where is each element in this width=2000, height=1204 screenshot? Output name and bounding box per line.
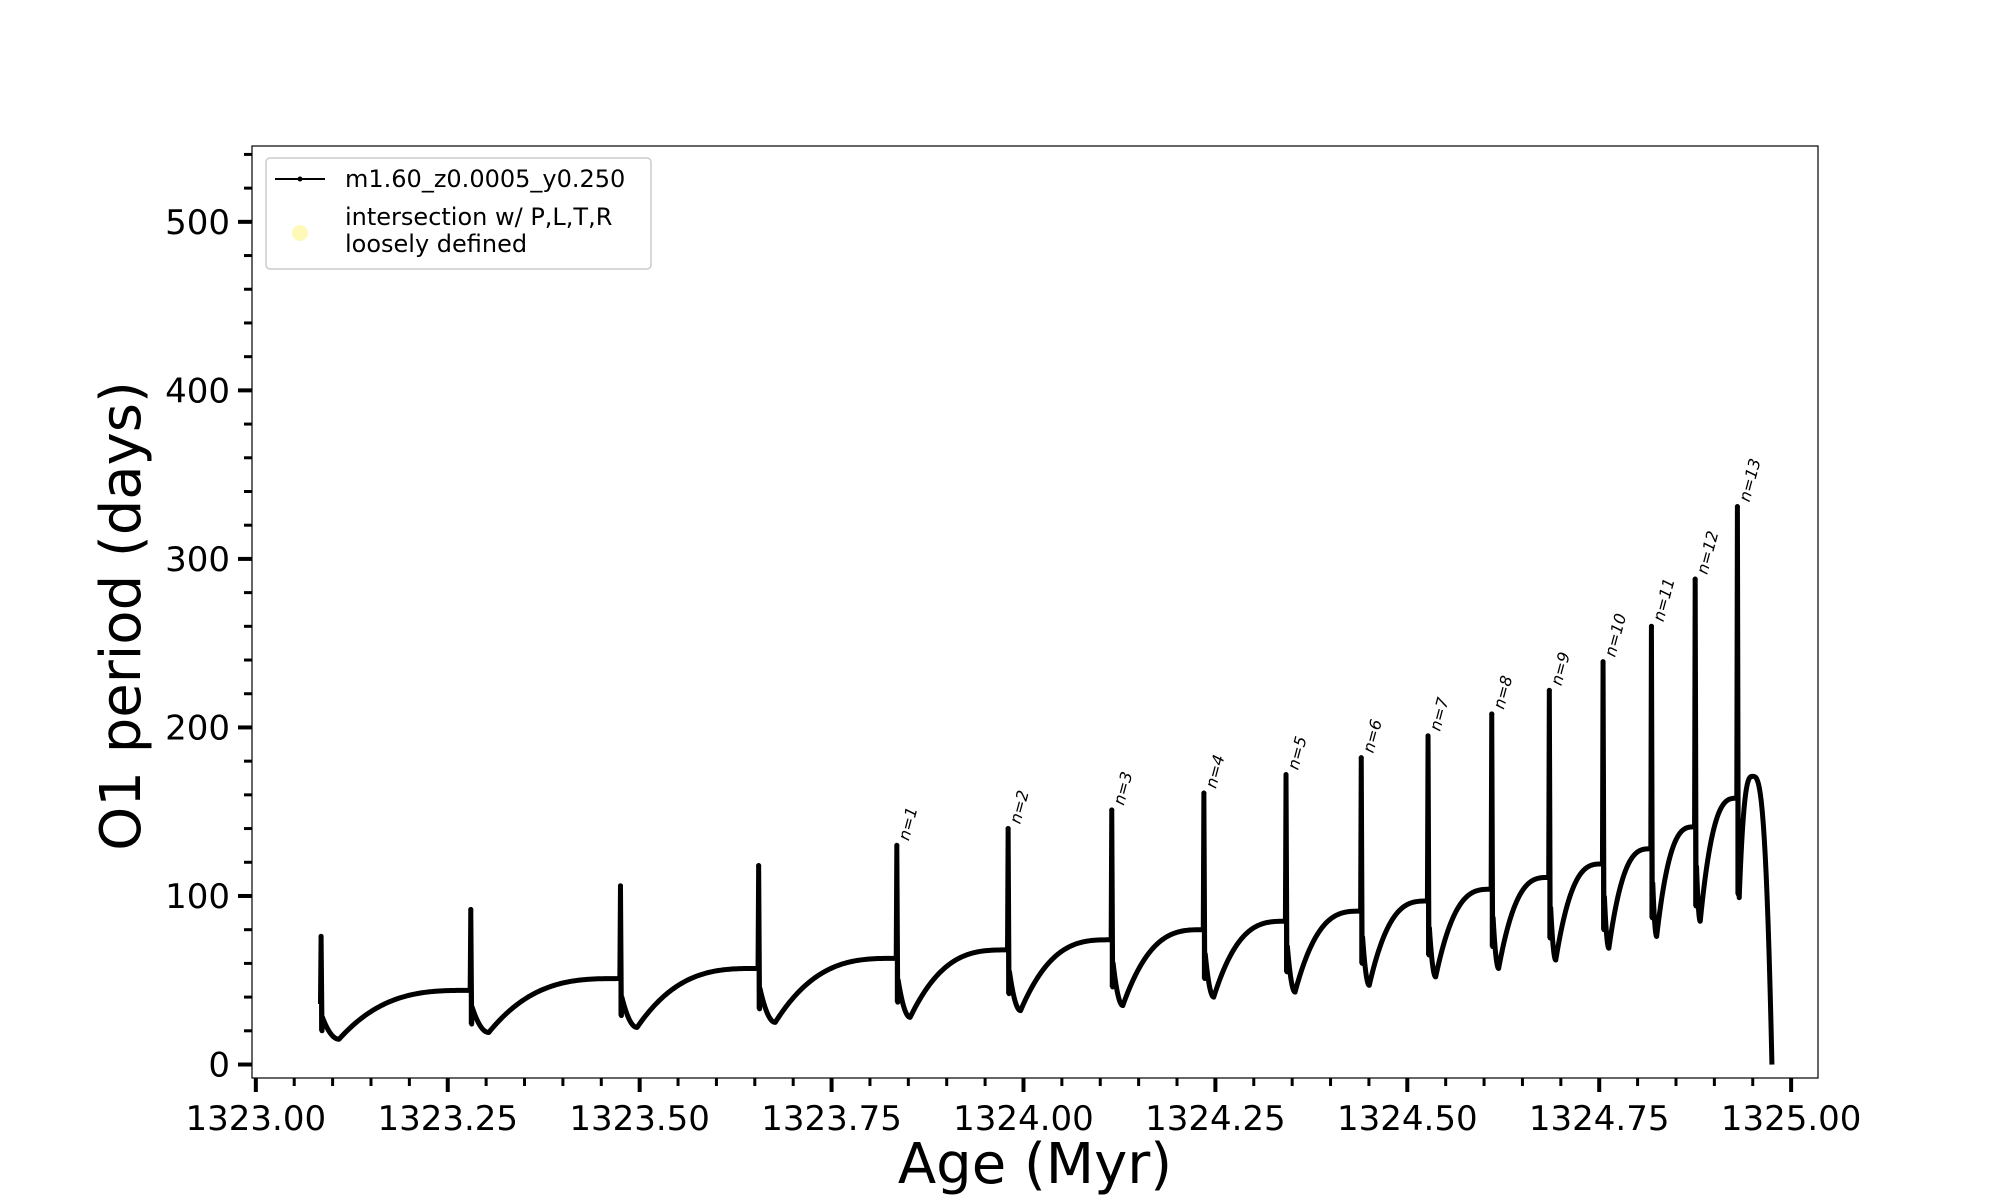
y-tick-label: 500	[165, 203, 230, 243]
series-line	[317, 504, 1775, 1065]
x-tick-label: 1323.75	[761, 1099, 902, 1139]
x-tick-label: 1324.75	[1529, 1099, 1670, 1139]
y-tick-label: 100	[165, 877, 230, 917]
y-tick-label: 200	[165, 708, 230, 748]
y-tick-label: 400	[165, 371, 230, 411]
legend-dot-marker	[297, 176, 303, 182]
legend: m1.60_z0.0005_y0.250 intersection w/ P,L…	[265, 157, 652, 270]
x-axis-label: Age (Myr)	[898, 1132, 1172, 1197]
x-tick-label: 1325.00	[1721, 1099, 1862, 1139]
legend-entry-series: m1.60_z0.0005_y0.250	[345, 165, 625, 193]
plot-frame	[251, 145, 1819, 1079]
x-tick-label: 1324.25	[1145, 1099, 1286, 1139]
y-ticks: 0 100 200 300 400 500	[165, 203, 252, 1086]
legend-entry-intersection-line2: loosely defined	[345, 230, 527, 258]
series-layer	[317, 504, 1775, 1065]
x-ticks: 1323.00 1323.25 1323.50 1323.75 1324.00 1324.…	[186, 1078, 1862, 1139]
legend-entry-intersection-line1: intersection w/ P,L,T,R	[345, 203, 612, 231]
x-tick-label: 1323.25	[377, 1099, 518, 1139]
y-tick-label: 0	[208, 1046, 230, 1086]
legend-box	[265, 157, 652, 270]
x-tick-label: 1324.50	[1337, 1099, 1478, 1139]
y-axis-label: O1 period (days)	[89, 381, 154, 851]
x-tick-label: 1323.50	[569, 1099, 710, 1139]
x-tick-label: 1324.00	[953, 1099, 1094, 1139]
legend-circle-marker	[292, 225, 308, 241]
y-tick-label: 300	[165, 540, 230, 580]
y-minor-ticks	[244, 152, 252, 1033]
x-tick-label: 1323.00	[186, 1099, 327, 1139]
